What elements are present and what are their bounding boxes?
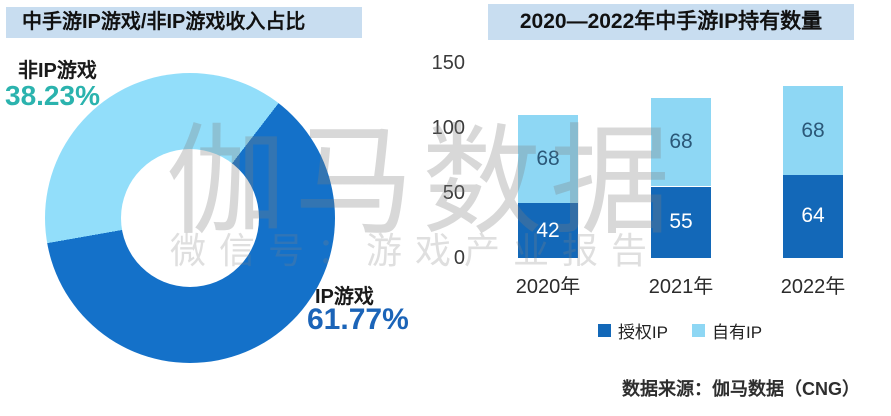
legend-swatch-dark xyxy=(597,324,611,337)
bar-value-label: 55 xyxy=(669,210,693,234)
slice-value-ip: 61.77% xyxy=(307,303,409,336)
bar-value-label: 68 xyxy=(536,147,560,171)
y-axis-tick-label: 100 xyxy=(431,117,465,139)
bar-value-label: 68 xyxy=(801,118,825,142)
x-axis-category-label: 2022年 xyxy=(780,276,846,298)
donut-hole xyxy=(121,149,259,287)
bar-value-label: 42 xyxy=(536,218,560,242)
y-axis-tick-label: 0 xyxy=(453,247,465,269)
slice-label-ip: IP游戏 xyxy=(315,286,374,308)
y-axis-tick-label: 150 xyxy=(431,52,465,74)
bar-segment-licensed-ip: 55 xyxy=(651,186,711,258)
bar-segment-owned-ip: 68 xyxy=(518,115,578,204)
slice-value-non-ip: 38.23% xyxy=(5,80,100,111)
legend-swatch-light xyxy=(692,324,705,337)
bar-value-label: 68 xyxy=(669,130,693,154)
x-axis-category-label: 2021年 xyxy=(648,276,714,298)
legend-label-owned-ip: 自有IP xyxy=(712,323,763,342)
right-chart-title: 2020—2022年中手游IP持有数量 xyxy=(488,4,854,40)
bar-segment-owned-ip: 68 xyxy=(783,86,843,175)
legend-label-licensed-ip: 授权IP xyxy=(617,323,668,342)
donut-chart xyxy=(45,73,335,363)
bar-value-label: 64 xyxy=(801,204,825,228)
left-chart-title: 中手游IP游戏/非IP游戏收入占比 xyxy=(6,7,362,38)
data-source-note: 数据来源：伽马数据（CNG） xyxy=(622,379,860,399)
y-axis-tick-label: 50 xyxy=(442,182,465,204)
bar-segment-owned-ip: 68 xyxy=(651,98,711,187)
bar-chart-legend: 授权IP 自有IP xyxy=(470,318,890,343)
slice-label-non-ip: 非IP游戏 xyxy=(18,60,97,82)
legend-item-licensed-ip: 授权IP xyxy=(597,318,668,343)
bar-segment-licensed-ip: 42 xyxy=(518,203,578,258)
bar-segment-licensed-ip: 64 xyxy=(783,174,843,258)
x-axis-category-label: 2020年 xyxy=(515,276,581,298)
legend-item-owned-ip: 自有IP xyxy=(692,318,762,343)
